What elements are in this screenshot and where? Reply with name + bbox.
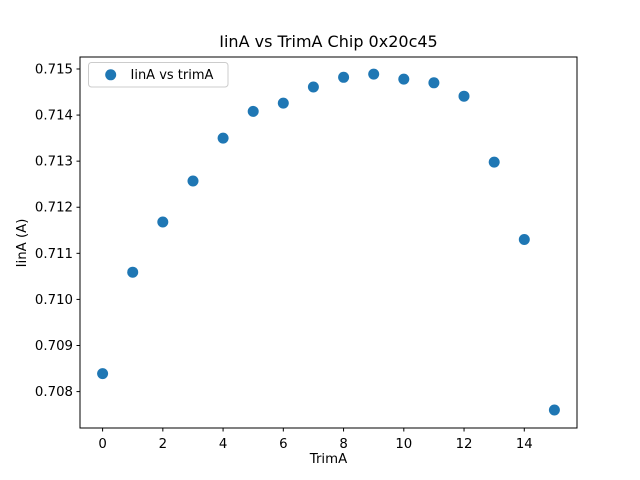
legend-marker-icon bbox=[105, 69, 117, 81]
y-tick-label: 0.708 bbox=[35, 385, 73, 400]
x-tick-label: 10 bbox=[395, 437, 412, 452]
plot-area-spines bbox=[79, 56, 578, 429]
x-axis-label: TrimA bbox=[309, 452, 347, 467]
legend-label: IinA vs trimA bbox=[131, 68, 214, 83]
x-tick-label: 8 bbox=[339, 437, 347, 452]
y-tick-label: 0.714 bbox=[35, 109, 73, 124]
x-axis-ticks: 0 2 4 6 8 10 12 14 bbox=[98, 428, 533, 452]
y-tick-label: 0.713 bbox=[35, 155, 73, 170]
data-point bbox=[187, 175, 199, 187]
x-tick-label: 4 bbox=[219, 437, 227, 452]
data-point bbox=[247, 105, 259, 117]
x-tick-label: 2 bbox=[159, 437, 167, 452]
y-tick-label: 0.712 bbox=[35, 201, 73, 216]
y-axis-label: IinA (A) bbox=[15, 219, 30, 268]
chart-title: IinA vs TrimA Chip 0x20c45 bbox=[219, 32, 437, 51]
data-point bbox=[307, 81, 319, 93]
x-tick-label: 0 bbox=[98, 437, 106, 452]
data-point bbox=[217, 132, 229, 144]
scatter-points bbox=[97, 68, 560, 416]
data-point bbox=[127, 266, 139, 278]
x-tick-label: 14 bbox=[516, 437, 533, 452]
x-tick-label: 12 bbox=[456, 437, 473, 452]
y-tick-label: 0.711 bbox=[35, 247, 73, 262]
legend: IinA vs trimA bbox=[88, 62, 229, 88]
data-point bbox=[548, 404, 560, 416]
y-tick-label: 0.709 bbox=[35, 339, 73, 354]
data-point bbox=[368, 68, 380, 80]
data-point bbox=[398, 73, 410, 85]
data-point bbox=[428, 77, 440, 89]
data-point bbox=[518, 234, 530, 245]
x-tick-label: 6 bbox=[279, 437, 287, 452]
data-point bbox=[338, 71, 350, 83]
data-point bbox=[97, 368, 109, 380]
y-tick-label: 0.710 bbox=[35, 293, 73, 308]
data-point bbox=[458, 90, 470, 102]
y-tick-label: 0.715 bbox=[35, 62, 73, 77]
data-point bbox=[277, 97, 289, 109]
y-axis-ticks: 0.708 0.709 0.710 0.711 0.712 0.713 0.714 0.715 bbox=[35, 62, 80, 400]
data-point bbox=[157, 216, 169, 228]
legend-box bbox=[88, 62, 229, 88]
data-point bbox=[488, 156, 500, 168]
